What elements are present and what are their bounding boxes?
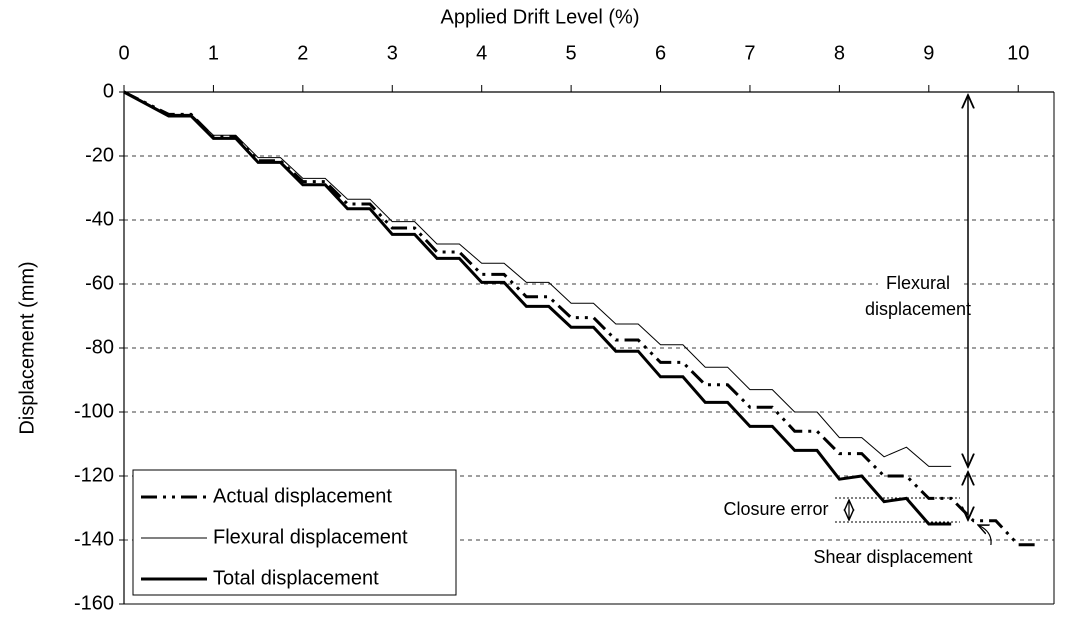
y-tick-label: -40: [85, 208, 114, 230]
legend-label: Flexural displacement: [213, 526, 408, 548]
annotation-bg: [722, 498, 830, 522]
y-tick-label: -60: [85, 272, 114, 294]
x-axis-title: Applied Drift Level (%): [441, 6, 640, 28]
x-tick-label: 10: [1007, 42, 1029, 64]
x-tick-label: 2: [297, 42, 308, 64]
annotation: Closure error: [723, 499, 828, 519]
y-tick-label: -100: [74, 400, 114, 422]
y-tick-label: -160: [74, 592, 114, 614]
x-tick-label: 9: [923, 42, 934, 64]
x-tick-label: 3: [387, 42, 398, 64]
y-tick-label: -120: [74, 464, 114, 486]
annotation: displacement: [865, 299, 971, 319]
legend-label: Total displacement: [213, 567, 379, 589]
annotation: Flexural: [886, 273, 950, 293]
legend-label: Actual displacement: [213, 485, 392, 507]
series-line: [123, 90, 952, 526]
annotation-bg: [796, 545, 992, 571]
annotation-bg: [878, 272, 963, 328]
x-tick-label: 0: [118, 42, 129, 64]
x-tick-label: 1: [208, 42, 219, 64]
grid: 0 -20 -40 -60 -80 -100 -120 -140 -160 0 1 2 3 4 5 6 7 8 9 1…: [74, 42, 1055, 614]
x-tick-label: 6: [655, 42, 666, 64]
y-tick-label: 0: [103, 80, 114, 102]
legend: Actual displacement Flexural displacement…: [132, 469, 457, 596]
y-tick-label: -140: [74, 528, 114, 550]
y-axis-title: Displacement (mm): [16, 261, 38, 434]
x-tick-label: 7: [744, 42, 755, 64]
lines: [123, 90, 1041, 547]
x-tick-label: 5: [566, 42, 577, 64]
annotation: Shear displacement: [813, 547, 972, 567]
legend-box: [132, 469, 457, 596]
x-tick-label: 8: [834, 42, 845, 64]
y-tick-label: -20: [85, 144, 114, 166]
series-line: [123, 91, 952, 467]
x-tick-label: 4: [476, 42, 487, 64]
series-line: [123, 90, 1041, 547]
y-tick-label: -80: [85, 336, 114, 358]
